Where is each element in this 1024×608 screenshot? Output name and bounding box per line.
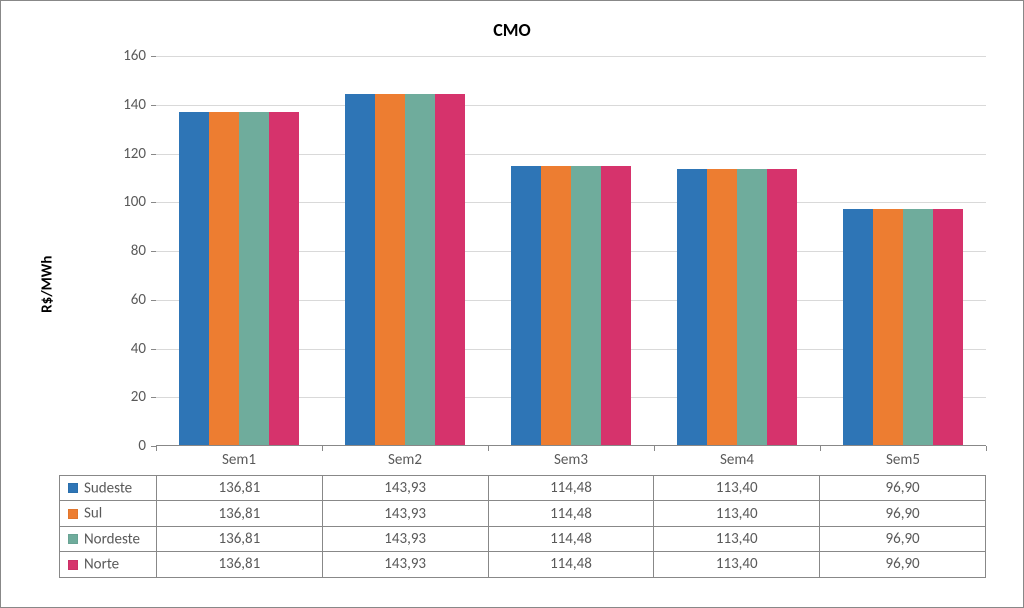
- bar: [405, 94, 435, 445]
- legend-text: Nordeste: [84, 530, 140, 548]
- legend-swatch: [68, 534, 78, 544]
- bar: [511, 166, 541, 445]
- plot-area: [156, 56, 986, 446]
- table-cell: 113,40: [654, 476, 820, 501]
- bar: [375, 94, 405, 445]
- y-tick-label: 60: [106, 291, 146, 309]
- table-cell: 136,81: [156, 526, 322, 551]
- y-tick-label: 80: [106, 242, 146, 260]
- bar: [873, 209, 903, 445]
- bar: [601, 166, 631, 445]
- bar: [269, 112, 299, 445]
- table-cell: 143,93: [322, 476, 488, 501]
- table-cell: 113,40: [654, 526, 820, 551]
- bar: [345, 94, 375, 445]
- y-tick-label: 100: [106, 193, 146, 211]
- bar: [209, 112, 239, 445]
- table-cell: 96,90: [820, 526, 986, 551]
- legend-cell: Nordeste: [60, 526, 157, 551]
- bar: [737, 169, 767, 445]
- x-category-label: Sem2: [322, 451, 488, 469]
- bar: [677, 169, 707, 445]
- data-table: Sudeste136,81143,93114,48113,4096,90Sul1…: [59, 475, 986, 578]
- chart-container: CMO R$/MWh 020406080100120140160 Sem1Sem…: [0, 0, 1024, 608]
- bars-layer: [156, 56, 986, 445]
- bar: [933, 209, 963, 445]
- table-cell: 96,90: [820, 552, 986, 577]
- table-cell: 136,81: [156, 552, 322, 577]
- y-tick-label: 0: [106, 437, 146, 455]
- bar: [239, 112, 269, 445]
- chart-title: CMO: [1, 19, 1023, 41]
- x-category-label: Sem4: [654, 451, 820, 469]
- legend-cell: Sul: [60, 501, 157, 526]
- x-category-label: Sem1: [156, 451, 322, 469]
- legend-cell: Sudeste: [60, 476, 157, 501]
- y-tick-label: 20: [106, 388, 146, 406]
- table-cell: 96,90: [820, 501, 986, 526]
- y-tick-label: 40: [106, 340, 146, 358]
- table-row: Nordeste 136,81143,93114,48113,4096,90: [60, 526, 986, 551]
- legend-swatch: [68, 483, 78, 493]
- table-row: Norte 136,81143,93114,48113,4096,90: [60, 552, 986, 577]
- bar: [767, 169, 797, 445]
- table-cell: 143,93: [322, 552, 488, 577]
- bar: [903, 209, 933, 445]
- legend-text: Sul: [84, 505, 102, 523]
- table-cell: 113,40: [654, 501, 820, 526]
- bar: [541, 166, 571, 445]
- y-axis-label: R$/MWh: [39, 256, 57, 313]
- x-tick-mark: [986, 446, 987, 451]
- bar: [843, 209, 873, 445]
- y-tick-label: 160: [106, 47, 146, 65]
- x-category-label: Sem3: [488, 451, 654, 469]
- table-cell: 136,81: [156, 476, 322, 501]
- bar: [179, 112, 209, 445]
- table-row: Sudeste 136,81143,93114,48113,4096,90: [60, 476, 986, 501]
- table-cell: 96,90: [820, 476, 986, 501]
- bar: [707, 169, 737, 445]
- bar: [435, 94, 465, 445]
- legend-swatch: [68, 509, 78, 519]
- legend-text: Norte: [84, 556, 119, 574]
- bar: [571, 166, 601, 445]
- legend-swatch: [68, 560, 78, 570]
- x-category-label: Sem5: [820, 451, 986, 469]
- y-tick-label: 120: [106, 145, 146, 163]
- y-tick-label: 140: [106, 96, 146, 114]
- table-cell: 114,48: [488, 476, 654, 501]
- table-cell: 136,81: [156, 501, 322, 526]
- legend-cell: Norte: [60, 552, 157, 577]
- table-cell: 143,93: [322, 501, 488, 526]
- table-cell: 114,48: [488, 501, 654, 526]
- legend-text: Sudeste: [84, 479, 132, 497]
- table-row: Sul 136,81143,93114,48113,4096,90: [60, 501, 986, 526]
- table-cell: 114,48: [488, 526, 654, 551]
- table-cell: 143,93: [322, 526, 488, 551]
- table-cell: 114,48: [488, 552, 654, 577]
- table-cell: 113,40: [654, 552, 820, 577]
